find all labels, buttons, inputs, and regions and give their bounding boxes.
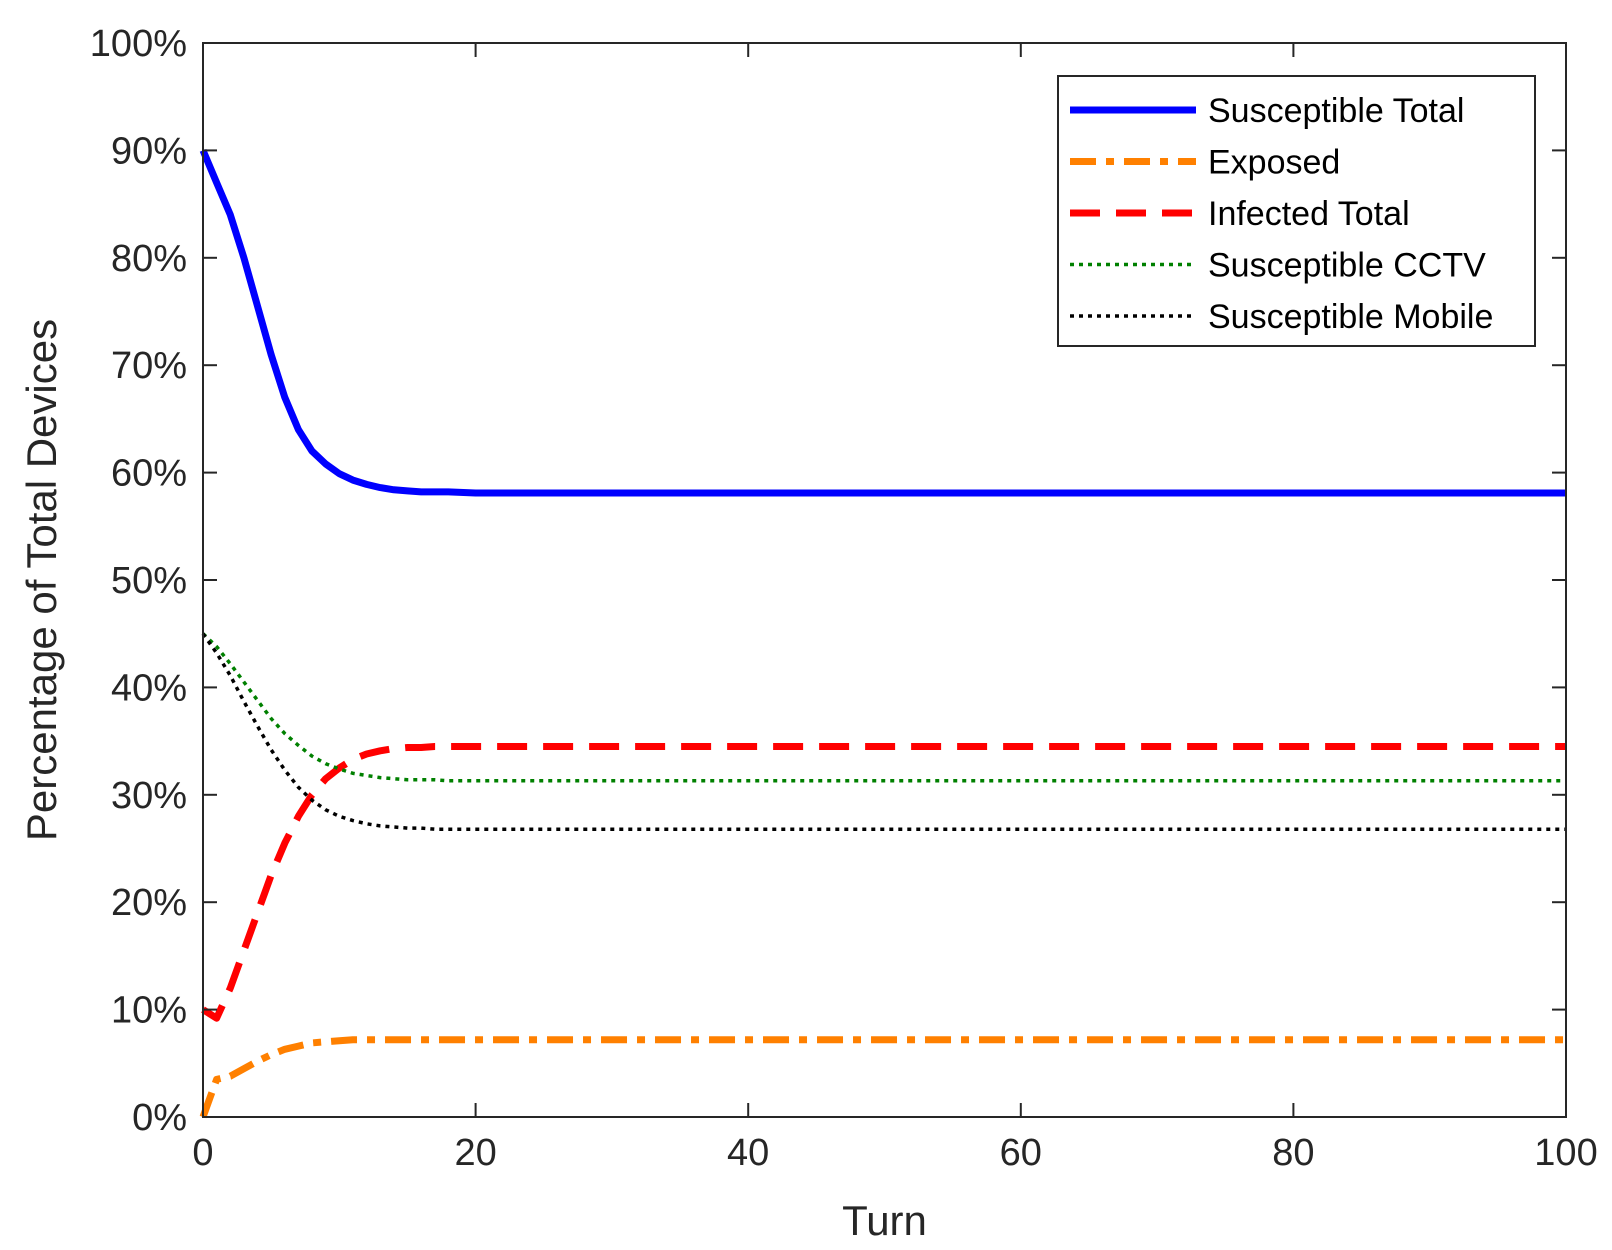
legend-label: Infected Total bbox=[1208, 195, 1410, 233]
y-tick-label: 90% bbox=[111, 130, 187, 172]
series-line-susceptible-cctv bbox=[201, 632, 1566, 783]
legend-label: Exposed bbox=[1208, 144, 1340, 182]
x-tick-label: 0 bbox=[192, 1132, 213, 1174]
y-tick-label: 60% bbox=[111, 453, 187, 495]
y-tick-label: 0% bbox=[132, 1097, 187, 1139]
x-tick-label: 60 bbox=[1000, 1132, 1042, 1174]
x-tick-label: 20 bbox=[454, 1132, 496, 1174]
axes: 0% 10% 20% 30% 40% 50% 60% 70% 80% 90% 100% 0 20 40 60… bbox=[90, 23, 1598, 1174]
series-line-exposed bbox=[199, 1036, 1566, 1119]
legend-label: Susceptible Mobile bbox=[1208, 298, 1493, 336]
y-tick-label: 80% bbox=[111, 238, 187, 280]
y-axis-title: Percentage of Total Devices bbox=[18, 319, 65, 841]
series-line-infected-total bbox=[201, 743, 1566, 1022]
x-tick-label: 100 bbox=[1534, 1132, 1597, 1174]
y-tick-label: 20% bbox=[111, 882, 187, 924]
legend-label: Susceptible Total bbox=[1208, 92, 1464, 130]
plot-area bbox=[199, 149, 1566, 1119]
x-tick-label: 80 bbox=[1272, 1132, 1314, 1174]
x-axis-title: Turn bbox=[842, 1197, 927, 1244]
x-tick-label: 40 bbox=[727, 1132, 769, 1174]
y-tick-label: 30% bbox=[111, 775, 187, 817]
legend: Susceptible Total Exposed Infected Total Su… bbox=[1057, 75, 1536, 347]
y-tick-label: 50% bbox=[111, 560, 187, 602]
y-tick-label: 70% bbox=[111, 345, 187, 387]
y-tick-label: 10% bbox=[111, 990, 187, 1032]
y-tick-label: 100% bbox=[90, 23, 187, 65]
y-tick-label: 40% bbox=[111, 667, 187, 709]
legend-label: Susceptible CCTV bbox=[1208, 247, 1486, 285]
series-line-susceptible-total bbox=[199, 149, 1566, 497]
